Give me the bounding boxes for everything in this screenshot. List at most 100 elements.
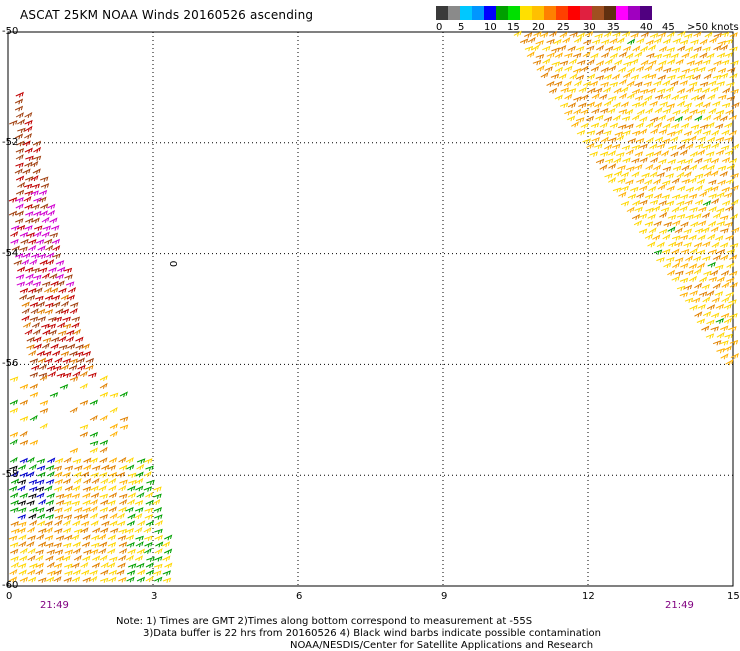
wind-barb — [692, 255, 702, 262]
wind-barb — [18, 507, 27, 513]
wind-barb — [666, 185, 675, 192]
wind-barb — [135, 485, 144, 492]
wind-barb — [71, 562, 80, 569]
wind-barb — [83, 477, 92, 485]
wind-barb — [52, 301, 61, 308]
wind-barb — [81, 541, 91, 548]
wind-barb — [90, 492, 100, 499]
wind-barb — [15, 253, 24, 259]
wind-barb — [689, 81, 698, 88]
wind-barb — [89, 569, 98, 576]
wind-barb — [524, 45, 534, 52]
wind-barb — [63, 500, 72, 506]
wind-barb — [712, 340, 722, 346]
wind-barb — [11, 528, 20, 534]
wind-barb — [125, 527, 134, 534]
wind-barb — [31, 253, 40, 259]
wind-barb — [108, 457, 118, 464]
longitude-label: 6 — [296, 591, 303, 602]
wind-barb — [697, 94, 706, 101]
wind-barb — [117, 520, 126, 527]
wind-barb — [30, 160, 39, 168]
wind-barb — [578, 102, 587, 109]
wind-barb — [109, 392, 119, 398]
wind-barb — [101, 464, 110, 471]
wind-barb — [119, 548, 128, 555]
wind-barb — [715, 318, 724, 324]
wind-barb — [684, 199, 693, 206]
wind-barb — [600, 107, 609, 114]
wind-barb — [685, 74, 695, 80]
wind-barb — [532, 59, 542, 66]
wind-barb — [48, 267, 57, 273]
wind-barb — [620, 101, 629, 108]
wind-barb — [617, 177, 626, 184]
wind-barb — [681, 52, 690, 59]
wind-barb — [554, 66, 564, 73]
wind-barb — [645, 107, 654, 114]
wind-barb — [34, 287, 43, 294]
wind-barb — [634, 81, 643, 88]
wind-barb — [136, 576, 146, 583]
wind-barb — [37, 245, 46, 252]
wind-barb — [125, 506, 134, 513]
wind-barb — [640, 31, 649, 38]
wind-barb — [108, 477, 117, 484]
wind-barb — [573, 36, 582, 44]
wind-barb — [36, 301, 46, 308]
wind-barb — [693, 268, 702, 275]
wind-barb — [118, 506, 127, 513]
wind-barb — [548, 87, 558, 94]
wind-barb — [677, 74, 686, 80]
wind-barb — [590, 66, 600, 72]
latitude-label: -50 — [2, 26, 19, 37]
wind-barb — [630, 74, 640, 80]
wind-barb — [596, 44, 605, 51]
wind-barb — [716, 52, 726, 59]
wind-barb — [89, 431, 99, 438]
wind-barb — [730, 213, 738, 220]
wind-barb — [18, 521, 27, 527]
wind-barb — [37, 253, 47, 260]
wind-barb — [713, 60, 722, 66]
wind-barb — [679, 94, 688, 101]
wind-barb — [701, 227, 710, 233]
wind-barb — [126, 464, 135, 471]
wind-barb — [681, 178, 690, 185]
wind-barb — [692, 74, 701, 81]
wind-barb — [519, 38, 529, 45]
wind-barb — [667, 74, 676, 81]
wind-barb — [690, 66, 699, 73]
wind-barb — [137, 520, 146, 527]
wind-barb — [10, 556, 19, 562]
wind-barb — [671, 275, 680, 282]
wind-barb — [636, 108, 645, 116]
wind-barb — [125, 534, 135, 541]
wind-barb — [9, 120, 18, 126]
wind-barb — [117, 535, 127, 541]
wind-barb — [617, 165, 626, 171]
wind-barb — [693, 46, 702, 52]
wind-barb — [712, 100, 721, 107]
wind-barb — [71, 322, 80, 329]
wind-barb — [9, 407, 19, 414]
wind-barb — [82, 577, 91, 583]
wind-barb — [653, 178, 662, 185]
wind-barb — [136, 458, 146, 464]
wind-barb — [90, 520, 99, 527]
wind-barb — [636, 192, 645, 199]
wind-barb — [164, 562, 173, 569]
wind-barb — [42, 329, 51, 336]
wind-barb — [672, 262, 680, 269]
wind-barb — [143, 547, 152, 554]
wind-barb — [620, 185, 629, 192]
wind-barb — [658, 129, 668, 135]
wind-barb — [99, 514, 108, 520]
wind-barb — [162, 541, 171, 548]
wind-barb — [720, 228, 729, 234]
wind-barb — [37, 308, 46, 315]
wind-barb — [603, 100, 612, 107]
wind-barb — [551, 47, 560, 53]
wind-barb — [631, 214, 641, 220]
scale-swatch — [544, 6, 556, 20]
